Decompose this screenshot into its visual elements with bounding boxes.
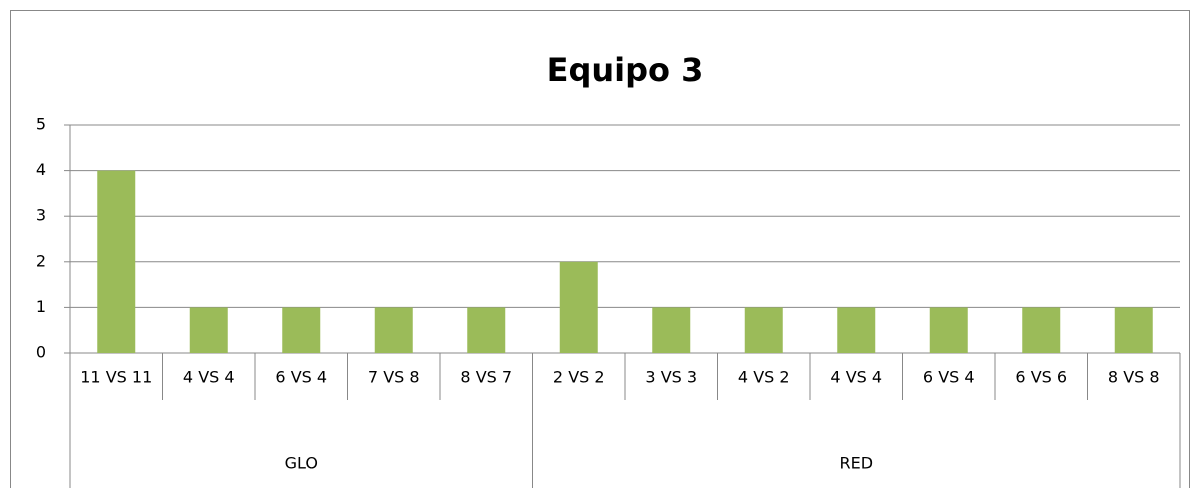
- x-tick-label: 8 VS 8: [1108, 368, 1160, 387]
- bar: [652, 307, 691, 353]
- y-tick-label: 2: [36, 251, 46, 270]
- x-tick-label: 4 VS 2: [738, 368, 790, 387]
- y-tick-label: 0: [36, 343, 46, 362]
- group-label: GLO: [285, 454, 318, 473]
- bar: [97, 170, 136, 353]
- bar: [744, 307, 783, 353]
- x-tick-label: 6 VS 4: [275, 368, 327, 387]
- x-tick-label: 7 VS 8: [368, 368, 420, 387]
- x-tick-label: 11 VS 11: [80, 368, 152, 387]
- y-tick-label: 1: [36, 297, 46, 316]
- y-tick-label: 3: [36, 206, 46, 225]
- bar: [929, 307, 968, 353]
- bar: [559, 261, 598, 353]
- bar: [467, 307, 506, 353]
- group-label: RED: [839, 454, 873, 473]
- chart-title: Equipo 3: [547, 51, 704, 89]
- x-tick-label: 3 VS 3: [645, 368, 697, 387]
- y-tick-label: 4: [36, 160, 46, 179]
- bar: [374, 307, 413, 353]
- bar: [282, 307, 321, 353]
- x-tick-label: 2 VS 2: [553, 368, 605, 387]
- x-tick-label: 4 VS 4: [183, 368, 235, 387]
- x-tick-label: 8 VS 7: [460, 368, 512, 387]
- bar: [189, 307, 228, 353]
- bar: [1114, 307, 1153, 353]
- chart-frame: [10, 10, 1190, 488]
- y-tick-label: 5: [36, 115, 46, 134]
- bar: [837, 307, 876, 353]
- x-tick-label: 6 VS 6: [1015, 368, 1067, 387]
- x-tick-label: 6 VS 4: [923, 368, 975, 387]
- x-tick-label: 4 VS 4: [830, 368, 882, 387]
- bar: [1022, 307, 1061, 353]
